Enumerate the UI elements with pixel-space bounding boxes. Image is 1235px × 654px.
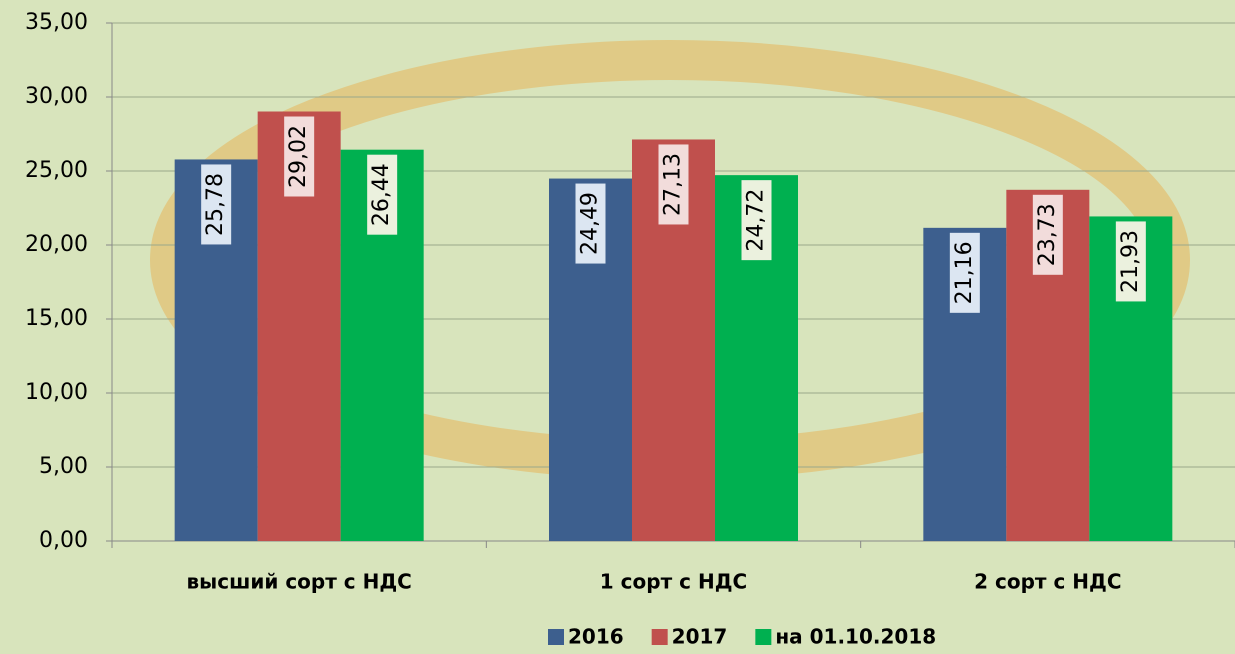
- y-tick-label: 35,00: [25, 10, 88, 35]
- x-tick-label: высший сорт с НДС: [186, 570, 411, 594]
- value-label: 24,49: [578, 192, 603, 255]
- legend-swatch: [652, 629, 668, 645]
- value-label: 26,44: [369, 163, 394, 226]
- y-tick-label: 0,00: [39, 528, 88, 553]
- value-label: 21,16: [952, 241, 977, 304]
- value-label: 25,78: [203, 173, 228, 236]
- y-tick-label: 15,00: [25, 306, 88, 331]
- x-tick-label: 1 сорт с НДС: [600, 570, 747, 594]
- legend-swatch: [548, 629, 564, 645]
- y-tick-label: 20,00: [25, 232, 88, 257]
- y-tick-label: 10,00: [25, 380, 88, 405]
- chart: 0,00 5,00 10,00 15,00 20,00 25,00 30,00 35,00 вы…: [0, 0, 1235, 654]
- value-label: 21,93: [1118, 230, 1143, 293]
- value-label: 23,73: [1035, 203, 1060, 266]
- value-label: 27,13: [661, 153, 686, 216]
- x-tick-label: 2 сорт с НДС: [974, 570, 1121, 594]
- y-tick-label: 25,00: [25, 158, 88, 183]
- y-tick-label: 5,00: [39, 454, 88, 479]
- value-label: 29,02: [286, 125, 311, 188]
- value-label: 24,72: [744, 189, 769, 252]
- legend-label: 2017: [672, 625, 728, 649]
- y-tick-label: 30,00: [25, 84, 88, 109]
- legend-label: 2016: [568, 625, 624, 649]
- legend-label: на 01.10.2018: [775, 625, 936, 649]
- legend-swatch: [755, 629, 771, 645]
